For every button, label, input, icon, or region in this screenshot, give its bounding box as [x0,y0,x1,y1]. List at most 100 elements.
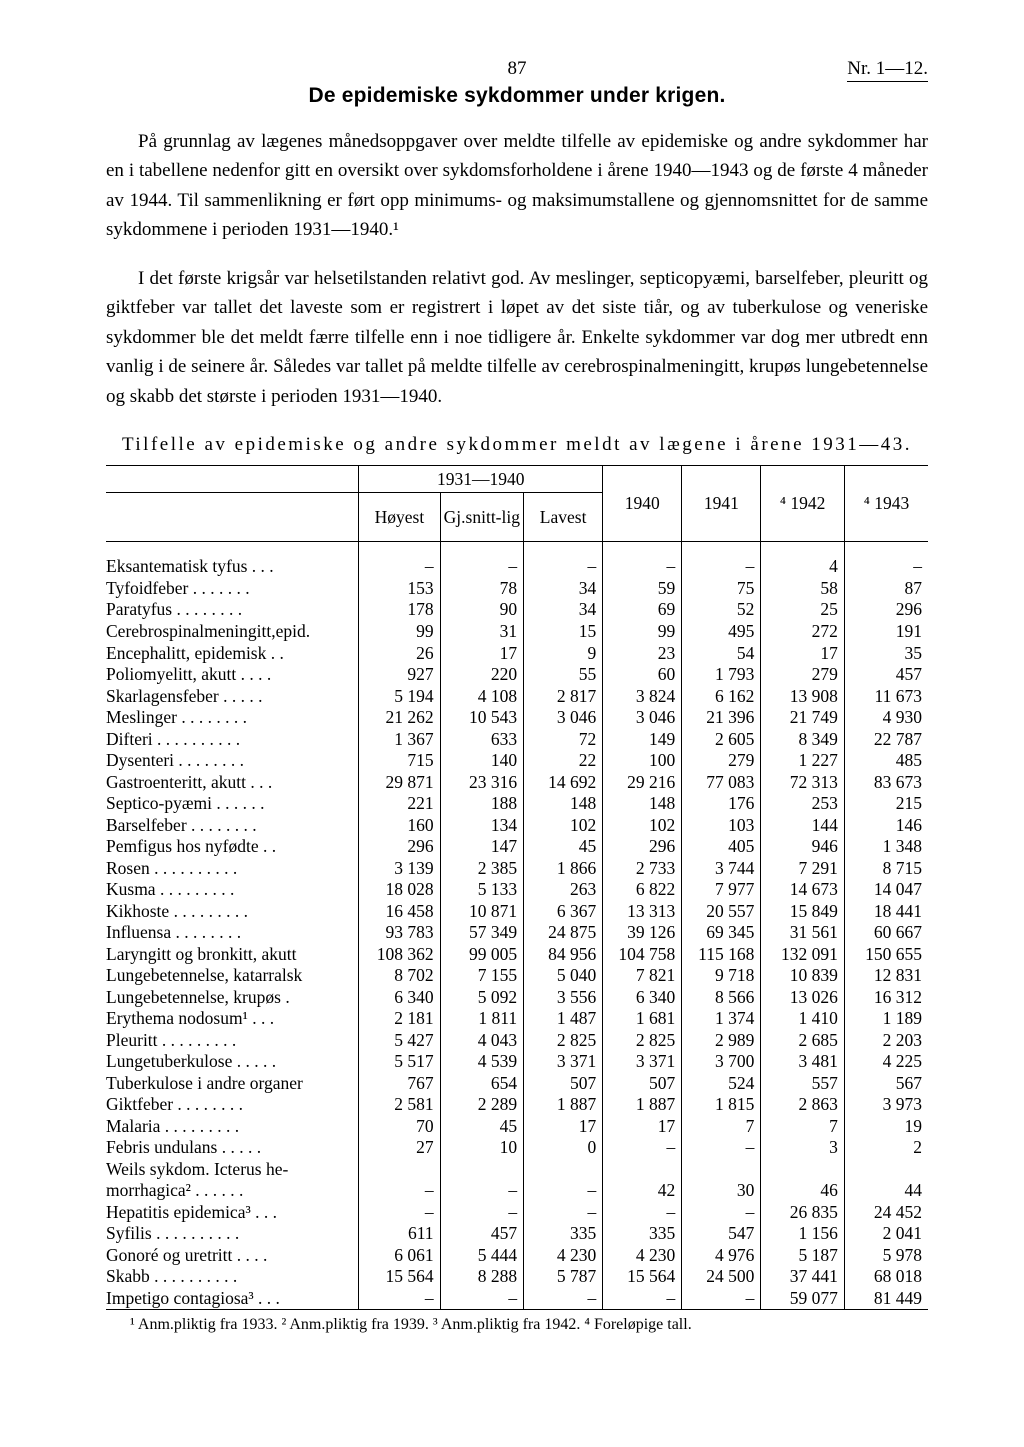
cell-value: 507 [603,1073,682,1095]
cell-value: 100 [603,750,682,772]
row-label: Barselfeber . . . . . . . . [106,815,359,837]
cell-value: 9 [524,643,603,665]
cell-value [603,1159,682,1181]
table-row: Impetigo contagiosa³ . . .–––––59 07781 … [106,1288,928,1310]
row-label: Meslinger . . . . . . . . [106,707,359,729]
table-row: Influensa . . . . . . . .93 78357 34924 … [106,922,928,944]
col-group-1931-1940: 1931—1940 [359,466,603,493]
cell-value: 2 041 [844,1223,928,1245]
cell-value: 17 [524,1116,603,1138]
cell-value: 103 [682,815,761,837]
cell-value: 34 [524,578,603,600]
row-label: Malaria . . . . . . . . . [106,1116,359,1138]
cell-value: 5 092 [440,987,524,1009]
cell-value: 1 367 [359,729,440,751]
cell-value: – [682,1137,761,1159]
cell-value: 104 758 [603,944,682,966]
cell-value: 10 871 [440,901,524,923]
cell-value: 59 077 [761,1288,845,1310]
cell-value: 296 [359,836,440,858]
cell-value: 15 849 [761,901,845,923]
cell-value: 1 348 [844,836,928,858]
cell-value: 148 [524,793,603,815]
cell-value: 2 989 [682,1030,761,1052]
table-row: Barselfeber . . . . . . . .1601341021021… [106,815,928,837]
cell-value: 153 [359,578,440,600]
cell-value: 148 [603,793,682,815]
cell-value: 21 262 [359,707,440,729]
cell-value: 6 340 [359,987,440,1009]
cell-value: 485 [844,750,928,772]
row-label: Tuberkulose i andre organer [106,1073,359,1095]
col-1941: 1941 [682,466,761,542]
cell-value: – [440,1288,524,1310]
cell-value [682,1159,761,1181]
table-row: Syfilis . . . . . . . . . .6114573353355… [106,1223,928,1245]
cell-value: 767 [359,1073,440,1095]
row-label: Impetigo contagiosa³ . . . [106,1288,359,1310]
cell-value: 144 [761,815,845,837]
cell-value: 1 887 [524,1094,603,1116]
cell-value: 654 [440,1073,524,1095]
cell-value: 611 [359,1223,440,1245]
row-label: Skabb . . . . . . . . . . [106,1266,359,1288]
table-row: Tyfoidfeber . . . . . . .153783459755887 [106,578,928,600]
cell-value: 99 [359,621,440,643]
cell-value: 272 [761,621,845,643]
cell-value: 13 313 [603,901,682,923]
cell-value [844,1159,928,1181]
cell-value: 3 371 [603,1051,682,1073]
cell-value: 68 018 [844,1266,928,1288]
cell-value: 5 187 [761,1245,845,1267]
table-row: Gonoré og uretritt . . . .6 0615 4444 23… [106,1245,928,1267]
row-label: Febris undulans . . . . . [106,1137,359,1159]
cell-value: 18 028 [359,879,440,901]
cell-value: 3 139 [359,858,440,880]
cell-value: 4 976 [682,1245,761,1267]
cell-value: – [359,1180,440,1202]
cell-value: 2 863 [761,1094,845,1116]
cell-value: 37 441 [761,1266,845,1288]
cell-value: 279 [682,750,761,772]
cell-value: 1 227 [761,750,845,772]
cell-value: – [603,1137,682,1159]
cell-value: 1 681 [603,1008,682,1030]
cell-value: 42 [603,1180,682,1202]
cell-value: 10 [440,1137,524,1159]
cell-value: 2 825 [524,1030,603,1052]
cell-value: 84 956 [524,944,603,966]
cell-value: 60 667 [844,922,928,944]
row-label: Lungebetennelse, krupøs . [106,987,359,1009]
table-row: Difteri . . . . . . . . . .1 36763372149… [106,729,928,751]
cell-value: 215 [844,793,928,815]
cell-value: 90 [440,599,524,621]
cell-value: 46 [761,1180,845,1202]
cell-value: – [524,1288,603,1310]
cell-value: 7 977 [682,879,761,901]
row-label: Hepatitis epidemica³ . . . [106,1202,359,1224]
cell-value: 8 715 [844,858,928,880]
cell-value: – [603,1288,682,1310]
cell-value: 7 821 [603,965,682,987]
cell-value: 8 288 [440,1266,524,1288]
table-row: Erythema nodosum¹ . . .2 1811 8111 4871 … [106,1008,928,1030]
cell-value: 160 [359,815,440,837]
table-row: Dysenteri . . . . . . . .715140221002791… [106,750,928,772]
cell-value: 5 787 [524,1266,603,1288]
cell-value: 10 839 [761,965,845,987]
cell-value: 87 [844,578,928,600]
cell-value: 57 349 [440,922,524,944]
cell-value: 2 733 [603,858,682,880]
cell-value: 1 866 [524,858,603,880]
cell-value: – [359,1288,440,1310]
cell-value: 24 875 [524,922,603,944]
table-row: Cerebrospinalmeningitt,epid.993115994952… [106,621,928,643]
cell-value: 10 543 [440,707,524,729]
row-label: Difteri . . . . . . . . . . [106,729,359,751]
cell-value: 1 189 [844,1008,928,1030]
cell-value: – [440,556,524,578]
cell-value: 296 [603,836,682,858]
cell-value: 75 [682,578,761,600]
cell-value: 7 [761,1116,845,1138]
cell-value: 147 [440,836,524,858]
